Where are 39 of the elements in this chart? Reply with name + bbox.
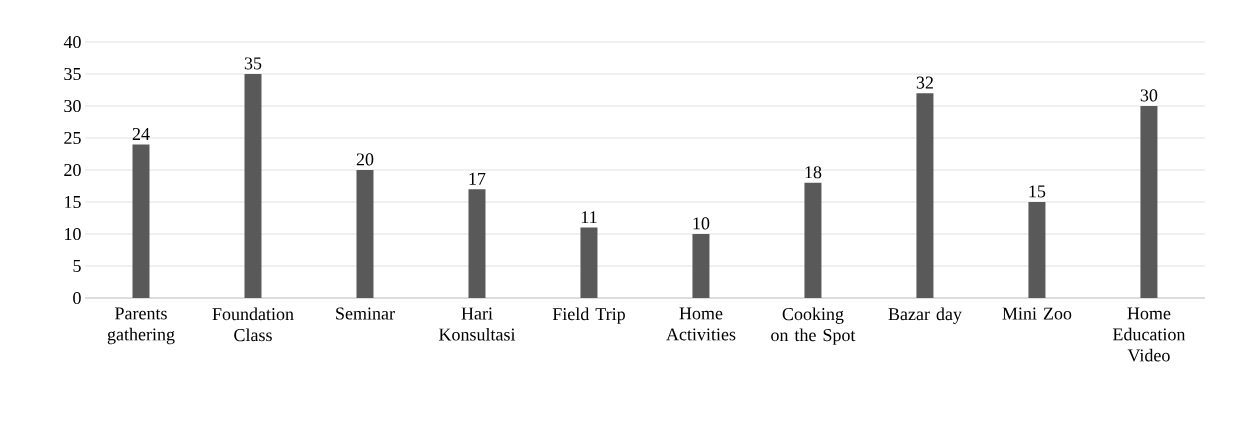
data-label: 15 bbox=[1029, 185, 1046, 198]
y-tick-label: 10 bbox=[65, 227, 81, 241]
y-tick-label: 0 bbox=[73, 291, 81, 305]
bar bbox=[580, 227, 598, 298]
y-tick-label: 15 bbox=[65, 195, 81, 209]
y-tick-label: 40 bbox=[63, 35, 81, 49]
x-tick-label: Cooking on the Spot bbox=[771, 307, 856, 345]
data-label: 32 bbox=[916, 76, 933, 89]
data-label: 10 bbox=[693, 217, 710, 230]
x-tick-label: Field Trip bbox=[552, 307, 625, 324]
x-tick-label: Seminar bbox=[336, 307, 395, 320]
data-label: 30 bbox=[1140, 89, 1158, 102]
x-tick-label: Home Education Video bbox=[1112, 307, 1186, 362]
y-tick-label: 5 bbox=[73, 260, 81, 272]
y-tick-label: 35 bbox=[64, 67, 81, 81]
y-tick-label: 25 bbox=[64, 131, 81, 145]
bar bbox=[1028, 202, 1046, 298]
bar bbox=[692, 234, 710, 298]
y-tick-label: 20 bbox=[64, 163, 81, 177]
bar bbox=[244, 74, 262, 298]
x-tick-label: Home Activities bbox=[666, 307, 736, 341]
x-tick-label: Hari Konsultasi bbox=[438, 307, 516, 341]
data-label: 11 bbox=[581, 211, 597, 224]
bar bbox=[804, 182, 822, 298]
bar bbox=[468, 189, 486, 298]
bar bbox=[356, 170, 374, 298]
data-label: 20 bbox=[356, 153, 374, 166]
data-label: 35 bbox=[244, 57, 262, 70]
bar bbox=[1140, 106, 1158, 298]
x-tick-label: Mini Zoo bbox=[1002, 307, 1072, 320]
data-label: 18 bbox=[805, 166, 822, 179]
data-label: 17 bbox=[469, 172, 486, 185]
x-tick-label: Foundation Class bbox=[212, 307, 294, 342]
x-tick-label: Bazar day bbox=[888, 307, 962, 324]
y-tick-label: 30 bbox=[64, 99, 81, 113]
bar bbox=[132, 144, 150, 298]
x-tick-label: Parents gathering bbox=[107, 307, 175, 345]
data-label: 24 bbox=[132, 127, 150, 140]
bar bbox=[916, 93, 934, 298]
